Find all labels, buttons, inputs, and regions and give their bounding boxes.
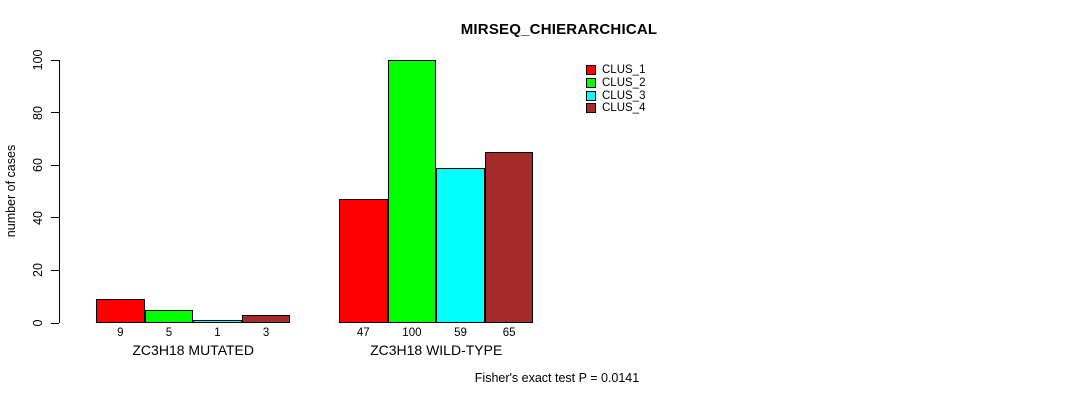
y-tick [51,322,59,324]
bar [241,315,291,323]
y-tick-label: 0 [31,319,45,327]
group-label: ZC3H18 WILD-TYPE [370,341,503,358]
legend-swatch [586,90,596,101]
bar-value-label: 100 [402,327,422,339]
bar [436,167,485,323]
bar [339,199,388,323]
y-axis-line [59,60,60,323]
legend: CLUS_1 CLUS_2 CLUS_3 CLUS_4 [586,64,645,115]
legend-swatch [586,103,596,114]
bar [193,320,242,323]
y-tick [51,59,59,61]
bar [484,152,534,323]
y-tick-label: 40 [31,210,45,225]
legend-item: CLUS_4 [586,102,645,115]
y-tick-label: 60 [31,158,45,173]
y-tick [51,164,59,166]
bar-value-label: 3 [262,327,270,339]
bar-value-label: 59 [454,327,467,339]
legend-item-label: CLUS_2 [602,77,646,90]
chart-title: MIRSEQ_CHIERARCHICAL [460,21,658,38]
y-tick-label: 80 [31,105,45,120]
legend-item-label: CLUS_3 [602,89,646,102]
legend-swatch [586,78,596,89]
y-tick [51,217,59,219]
bar [144,309,194,323]
legend-item-label: CLUS_1 [602,64,646,77]
bar-value-label: 1 [214,327,221,339]
y-tick [51,112,59,114]
legend-item: CLUS_2 [586,77,645,90]
bar-value-label: 9 [117,327,124,339]
bar-value-label: 5 [165,327,173,339]
y-axis-title: number of cases [4,144,18,238]
bar [387,60,437,323]
legend-item-label: CLUS_4 [602,102,646,115]
legend-swatch [586,65,596,76]
y-tick [51,269,59,271]
y-tick-label: 20 [31,263,45,278]
bar [96,299,145,323]
bar-value-label: 47 [356,327,370,339]
bar-value-label: 65 [502,327,516,339]
legend-item: CLUS_3 [586,89,645,102]
y-tick-label: 100 [31,49,45,71]
legend-item: CLUS_1 [586,64,645,77]
annotation-text: Fisher's exact test P = 0.0141 [474,371,640,385]
group-label: ZC3H18 MUTATED [132,341,254,358]
